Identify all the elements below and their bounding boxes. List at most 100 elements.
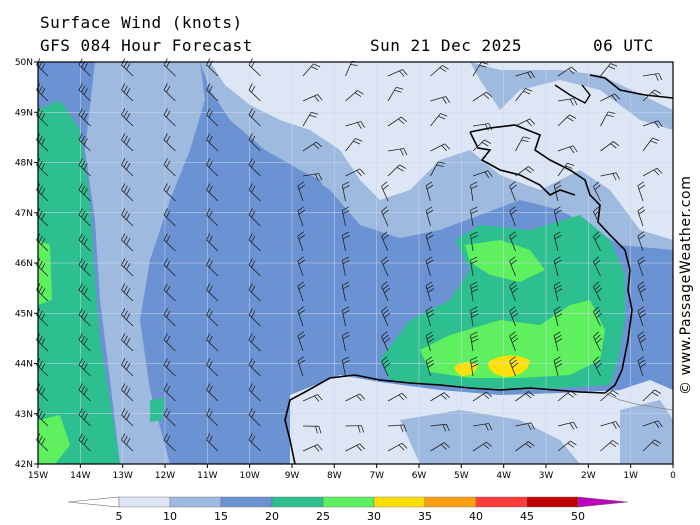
- wind-barb: [600, 440, 619, 452]
- legend-label: 50: [571, 510, 585, 523]
- wind-barb: [78, 183, 91, 202]
- wind-barb: [600, 390, 619, 402]
- wind-barb: [425, 306, 435, 327]
- wind-barb: [593, 281, 603, 302]
- wind-barb: [470, 231, 478, 252]
- legend-label: 30: [367, 510, 381, 523]
- wind-barb: [509, 281, 519, 302]
- wind-barb: [78, 308, 91, 327]
- wind-barb: [642, 389, 661, 402]
- wind-barb: [637, 231, 646, 252]
- wind-barb: [509, 306, 519, 327]
- wind-barb: [163, 433, 176, 452]
- wind-barb: [206, 308, 219, 327]
- wind-barb: [387, 69, 408, 77]
- wind-barb: [425, 206, 434, 227]
- border-spain-france: [604, 392, 673, 411]
- wind-zone-green-biscay: [420, 300, 605, 378]
- wind-barb: [345, 168, 365, 177]
- wind-barb: [470, 306, 479, 327]
- wind-barb: [78, 208, 91, 227]
- wind-barb: [206, 133, 219, 152]
- coastline-brittany: [469, 131, 576, 196]
- legend-label: 45: [520, 510, 534, 523]
- lon-label: 8W: [327, 471, 342, 481]
- wind-barb: [248, 208, 261, 227]
- lon-label: 7W: [369, 471, 384, 481]
- lon-label: 0: [670, 471, 676, 481]
- wind-barb: [637, 356, 647, 377]
- wind-barb: [381, 281, 391, 302]
- lon-label: 1W: [623, 471, 638, 481]
- lon-label: 9W: [285, 471, 300, 481]
- wind-barb: [430, 161, 446, 177]
- wind-barb: [341, 356, 350, 377]
- wind-barb: [163, 283, 176, 302]
- wind-barb: [341, 281, 350, 302]
- wind-barb: [206, 333, 219, 352]
- wind-barb: [206, 233, 219, 252]
- forecast-time: 06 UTC: [593, 36, 654, 55]
- wind-barb: [121, 108, 134, 127]
- legend-swatch: [67, 496, 120, 508]
- wind-barb: [642, 439, 661, 452]
- wind-barb: [78, 158, 91, 177]
- wind-barb: [341, 206, 350, 227]
- legend-label: 10: [163, 510, 177, 523]
- wind-barb: [470, 281, 479, 302]
- wind-barb: [163, 158, 176, 177]
- legend-label: 20: [265, 510, 279, 523]
- wind-barb: [387, 148, 408, 156]
- wind-barb: [642, 120, 663, 129]
- wind-barb: [121, 83, 134, 102]
- wind-barb: [163, 408, 176, 427]
- wind-zone-mid-south: [400, 410, 580, 464]
- wind-barb: [345, 425, 365, 433]
- wind-barb: [341, 181, 350, 202]
- wind-barb: [121, 133, 134, 152]
- wind-barb: [553, 231, 562, 252]
- map-title: Surface Wind (knots): [40, 13, 243, 32]
- wind-barb: [637, 256, 646, 277]
- wind-barb: [553, 181, 562, 202]
- wind-barb: [248, 433, 261, 452]
- wind-zone-yellow-1: [488, 355, 530, 377]
- wind-barb: [472, 91, 493, 102]
- wind-barb: [642, 89, 661, 102]
- wind-barb: [593, 331, 603, 352]
- wind-barb: [206, 158, 219, 177]
- wind-barb: [470, 331, 479, 352]
- wind-barb: [163, 308, 176, 327]
- wind-barb: [121, 283, 134, 302]
- legend-swatch: [373, 496, 426, 508]
- wind-barb: [642, 167, 663, 177]
- wind-barb: [430, 113, 448, 127]
- forecast-subtitle: GFS 084 Hour Forecast: [40, 36, 253, 55]
- wind-barb: [345, 138, 363, 152]
- coastline-spain: [284, 374, 606, 464]
- wind-barb: [297, 256, 306, 277]
- wind-barb: [248, 133, 261, 152]
- wind-barb: [206, 83, 219, 102]
- wind-barb: [430, 392, 450, 402]
- wind-barb: [637, 181, 646, 202]
- wind-barb: [163, 383, 176, 402]
- wind-barb: [248, 108, 261, 127]
- wind-barb: [297, 206, 306, 227]
- legend-swatch: [424, 496, 477, 508]
- wind-barb: [470, 206, 478, 227]
- wind-barb: [381, 231, 389, 252]
- wind-speed-legend: 5 10 15 20 25 30 35 40 45 50: [67, 496, 629, 523]
- wind-barb: [206, 383, 219, 402]
- wind-barb: [297, 331, 306, 352]
- wind-barb: [121, 433, 134, 452]
- longitude-labels: 15W 14W 13W 12W 11W 10W 9W 8W 7W 6W 5W 4W 3W 2W 1W 0: [28, 464, 676, 481]
- wind-barb: [121, 333, 134, 352]
- wind-barb: [297, 356, 306, 377]
- wind-barb: [472, 139, 491, 152]
- wind-barb: [121, 383, 134, 402]
- wind-barb: [163, 333, 176, 352]
- coastline-cornwall: [589, 74, 673, 99]
- legend-swatch: [526, 496, 579, 508]
- wind-barb: [248, 333, 261, 352]
